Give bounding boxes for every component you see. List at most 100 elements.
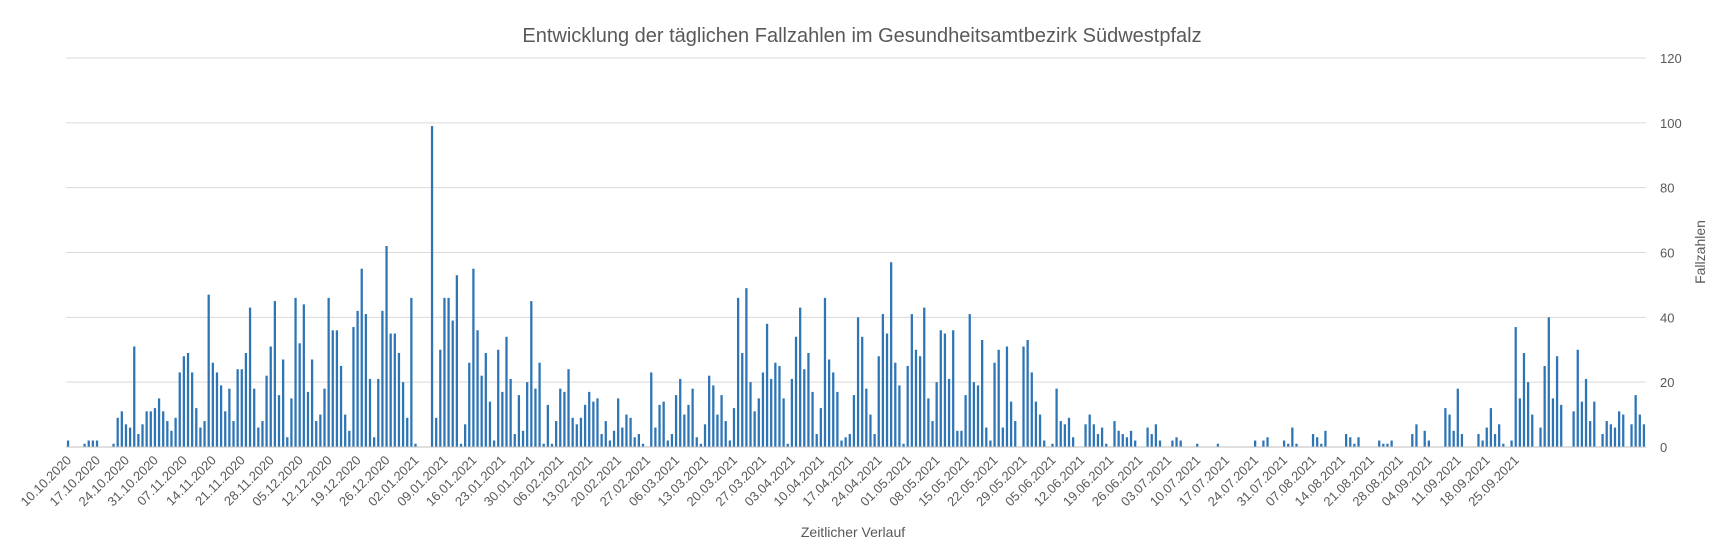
bar <box>939 330 942 447</box>
bar <box>832 372 835 447</box>
bar <box>658 404 661 447</box>
bar <box>989 440 992 447</box>
bar <box>513 434 516 447</box>
bar <box>153 408 157 447</box>
bar <box>393 333 396 447</box>
bar <box>1382 443 1385 447</box>
bar <box>501 391 504 447</box>
y-tick-label: 100 <box>1660 116 1682 131</box>
bar <box>592 401 595 447</box>
bar <box>877 356 880 447</box>
bar <box>83 443 86 447</box>
bar <box>1547 317 1550 447</box>
bar <box>195 408 198 447</box>
bar <box>509 378 512 447</box>
bar <box>1477 434 1480 447</box>
bar <box>708 375 711 447</box>
bar <box>141 424 144 447</box>
bar <box>228 388 231 447</box>
bar <box>302 304 305 447</box>
x-axis-label: Zeitlicher Verlauf <box>801 524 905 540</box>
bar <box>1121 434 1124 447</box>
bar <box>881 314 885 447</box>
bar <box>455 275 458 447</box>
bar <box>1005 346 1009 447</box>
bar <box>1262 440 1265 447</box>
y-tick-label: 20 <box>1660 375 1674 390</box>
bar <box>588 391 591 447</box>
bar <box>1539 427 1542 447</box>
bar <box>761 372 765 447</box>
bar <box>128 427 132 447</box>
bar <box>319 414 322 447</box>
bar <box>530 301 533 448</box>
bar <box>749 382 752 447</box>
y-tick-label: 120 <box>1660 51 1682 66</box>
bar <box>1498 424 1501 447</box>
bar <box>728 440 731 447</box>
bar <box>923 307 926 447</box>
bars <box>66 126 1646 448</box>
y-tick-label: 60 <box>1660 246 1674 261</box>
bar <box>1526 382 1530 447</box>
bar <box>861 336 864 447</box>
bar <box>554 421 558 447</box>
bar <box>1026 340 1029 447</box>
bar <box>815 434 818 447</box>
bar <box>290 398 293 448</box>
bar <box>87 440 90 447</box>
bar <box>385 246 388 447</box>
bar <box>894 362 897 447</box>
bar <box>947 378 951 447</box>
bar <box>1378 440 1381 447</box>
bar <box>1638 414 1641 447</box>
bar <box>856 317 860 447</box>
bar <box>550 443 554 447</box>
bar <box>844 437 847 447</box>
chart-title: Entwicklung der täglichen Fallzahlen im … <box>522 25 1201 47</box>
bar <box>269 346 272 447</box>
bar <box>1038 414 1042 447</box>
bar <box>956 430 959 447</box>
bar <box>166 421 169 447</box>
bar <box>1117 430 1120 447</box>
bar <box>348 430 351 447</box>
bar <box>505 336 508 447</box>
y-tick-label: 80 <box>1660 181 1674 196</box>
bar <box>807 352 810 447</box>
bar <box>1134 440 1137 447</box>
bar <box>244 352 248 447</box>
bar <box>323 388 326 447</box>
bar <box>1175 437 1178 447</box>
bar <box>517 395 521 447</box>
bar <box>1179 440 1182 447</box>
bar <box>488 401 492 447</box>
bar <box>1092 424 1095 447</box>
bar <box>232 421 235 447</box>
bar <box>906 365 909 447</box>
bar <box>1154 424 1157 447</box>
bar <box>687 404 690 447</box>
bar <box>1481 440 1484 447</box>
bar <box>368 378 372 447</box>
bar <box>282 359 285 447</box>
bar <box>1158 440 1162 447</box>
bar <box>757 398 760 448</box>
bar <box>1291 427 1294 447</box>
bar <box>1266 437 1269 447</box>
bar <box>215 372 219 447</box>
bar <box>310 359 314 447</box>
bar <box>240 369 243 447</box>
bar <box>1551 398 1555 448</box>
bar <box>732 408 736 447</box>
bar <box>1129 430 1133 447</box>
bar <box>778 365 781 447</box>
bar <box>774 362 777 447</box>
bar <box>298 343 301 447</box>
bar <box>1105 443 1108 447</box>
x-axis-ticks: 10.10.202017.10.202024.10.202031.10.2020… <box>18 453 1522 510</box>
bar <box>1593 401 1596 447</box>
bar <box>1390 440 1393 447</box>
bar <box>608 440 612 447</box>
bar <box>770 378 773 447</box>
